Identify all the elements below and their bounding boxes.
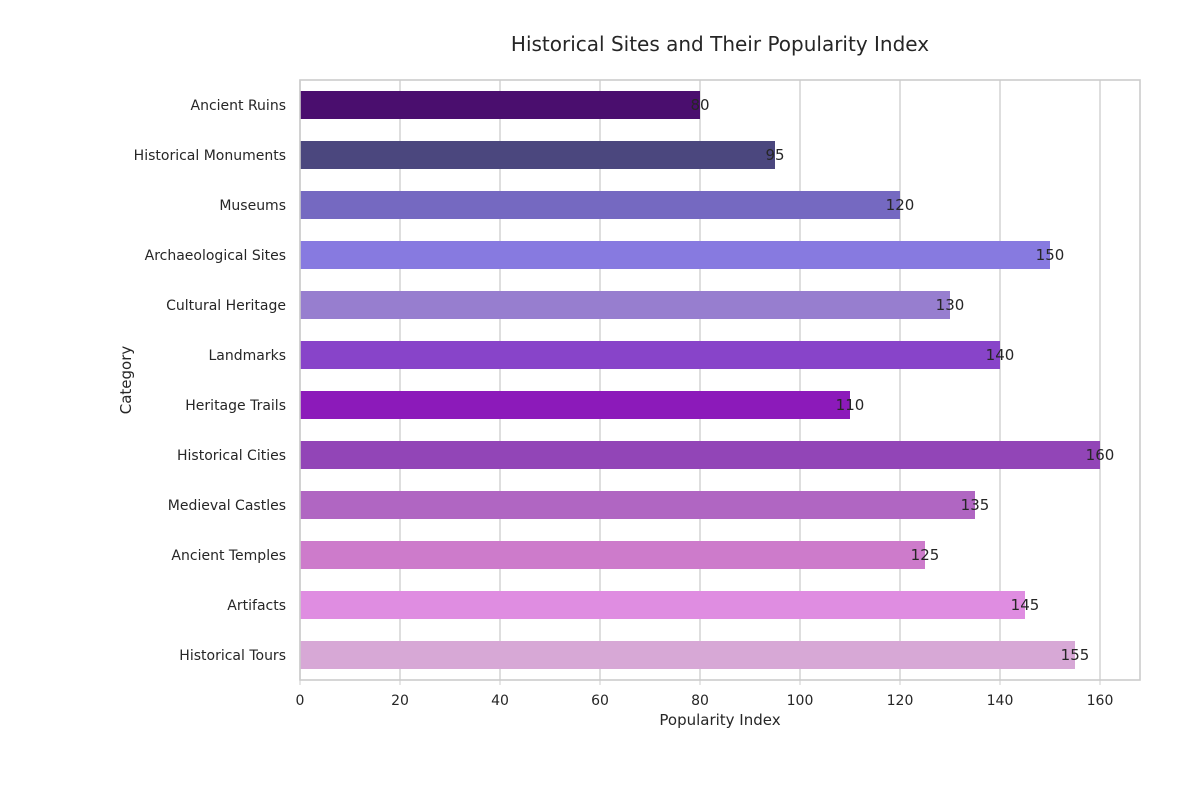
- data-labels: 80 95 120 150 130 140 110 160 135 125 145 155: [690, 96, 1114, 664]
- y-tick-label: Ancient Ruins: [191, 98, 287, 114]
- data-label: 150: [1036, 246, 1065, 264]
- y-tick-label: Cultural Heritage: [166, 298, 286, 314]
- bar: [300, 441, 1100, 469]
- x-tick-label: 160: [1087, 693, 1114, 709]
- x-tick-label: 100: [787, 693, 814, 709]
- x-tick-label: 0: [296, 693, 305, 709]
- data-label: 135: [961, 496, 990, 514]
- data-label: 110: [836, 396, 865, 414]
- data-label: 125: [911, 546, 940, 564]
- data-label: 130: [936, 296, 965, 314]
- x-tick-label: 120: [887, 693, 914, 709]
- y-tick-label: Medieval Castles: [168, 498, 286, 514]
- bar: [300, 591, 1025, 619]
- data-label: 155: [1061, 646, 1090, 664]
- bar: [300, 391, 850, 419]
- bar: [300, 491, 975, 519]
- data-label: 140: [986, 346, 1015, 364]
- data-label: 95: [765, 146, 784, 164]
- bars: [300, 91, 1100, 669]
- chart-title: Historical Sites and Their Popularity In…: [511, 32, 929, 56]
- x-tick-label: 20: [391, 693, 409, 709]
- y-tick-label: Ancient Temples: [171, 548, 286, 564]
- y-tick-label: Artifacts: [227, 598, 286, 614]
- bar: [300, 141, 775, 169]
- y-axis-label: Category: [117, 346, 135, 415]
- x-axis-label: Popularity Index: [659, 711, 780, 729]
- bar: [300, 91, 700, 119]
- x-tick-label: 140: [987, 693, 1014, 709]
- bar: [300, 191, 900, 219]
- x-tick-label: 80: [691, 693, 709, 709]
- bar: [300, 341, 1000, 369]
- bar: [300, 641, 1075, 669]
- bar: [300, 291, 950, 319]
- bar: [300, 541, 925, 569]
- data-label: 120: [886, 196, 915, 214]
- x-tick-label: 40: [491, 693, 509, 709]
- y-tick-label: Historical Tours: [179, 648, 286, 664]
- data-label: 80: [690, 96, 709, 114]
- data-label: 160: [1086, 446, 1115, 464]
- y-tick-label: Historical Monuments: [134, 148, 286, 164]
- y-tick-label: Museums: [219, 198, 286, 214]
- data-label: 145: [1011, 596, 1040, 614]
- x-axis-ticks: 0 20 40 60 80 100 120 140 160: [296, 680, 1114, 709]
- y-tick-label: Historical Cities: [177, 448, 286, 464]
- y-axis-ticks: Ancient Ruins Historical Monuments Museums…: [134, 98, 286, 664]
- x-tick-label: 60: [591, 693, 609, 709]
- y-tick-label: Heritage Trails: [185, 398, 286, 414]
- bar: [300, 241, 1050, 269]
- y-tick-label: Archaeological Sites: [145, 248, 286, 264]
- plot-frame: [299, 79, 1141, 681]
- y-tick-label: Landmarks: [208, 348, 286, 364]
